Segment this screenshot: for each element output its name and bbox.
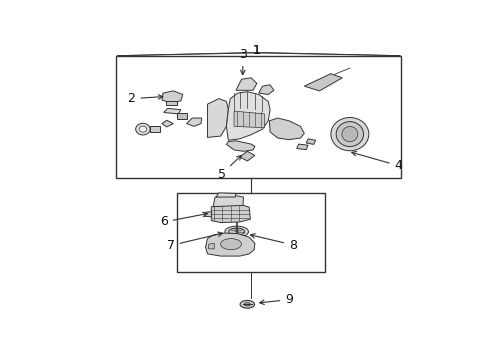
Polygon shape bbox=[270, 118, 304, 140]
Text: 6: 6 bbox=[160, 212, 207, 229]
Ellipse shape bbox=[139, 126, 147, 132]
Ellipse shape bbox=[220, 239, 242, 250]
Polygon shape bbox=[150, 126, 160, 132]
Bar bbox=[116, 56, 401, 177]
Text: 1: 1 bbox=[253, 44, 261, 57]
Polygon shape bbox=[162, 120, 173, 127]
Ellipse shape bbox=[240, 301, 254, 308]
Polygon shape bbox=[206, 233, 255, 256]
Polygon shape bbox=[207, 99, 228, 138]
Text: 8: 8 bbox=[250, 234, 297, 252]
Polygon shape bbox=[166, 101, 177, 105]
Ellipse shape bbox=[342, 126, 358, 142]
Ellipse shape bbox=[225, 226, 248, 237]
Text: 1: 1 bbox=[253, 44, 261, 57]
Polygon shape bbox=[234, 111, 265, 128]
Polygon shape bbox=[216, 193, 236, 197]
Polygon shape bbox=[304, 74, 342, 91]
Text: 3: 3 bbox=[239, 48, 246, 75]
Bar bbox=[177, 193, 325, 272]
Ellipse shape bbox=[234, 235, 239, 238]
Text: 4: 4 bbox=[352, 152, 403, 172]
Ellipse shape bbox=[229, 228, 245, 235]
Polygon shape bbox=[162, 91, 183, 103]
Polygon shape bbox=[213, 195, 244, 208]
Polygon shape bbox=[177, 113, 187, 118]
Polygon shape bbox=[205, 212, 212, 217]
Text: 9: 9 bbox=[260, 293, 293, 306]
Polygon shape bbox=[306, 139, 316, 144]
Text: 2: 2 bbox=[127, 92, 163, 105]
Ellipse shape bbox=[336, 122, 364, 147]
Polygon shape bbox=[209, 243, 214, 249]
Ellipse shape bbox=[245, 303, 250, 306]
Ellipse shape bbox=[331, 117, 369, 151]
Polygon shape bbox=[187, 118, 202, 126]
Polygon shape bbox=[226, 141, 255, 151]
Text: 7: 7 bbox=[167, 232, 222, 252]
Polygon shape bbox=[211, 205, 250, 222]
Polygon shape bbox=[297, 144, 308, 150]
Text: 5: 5 bbox=[218, 156, 242, 180]
Polygon shape bbox=[236, 78, 257, 90]
Ellipse shape bbox=[136, 123, 150, 135]
Polygon shape bbox=[164, 108, 181, 114]
Polygon shape bbox=[226, 92, 270, 140]
Polygon shape bbox=[259, 85, 274, 94]
Polygon shape bbox=[240, 151, 255, 161]
